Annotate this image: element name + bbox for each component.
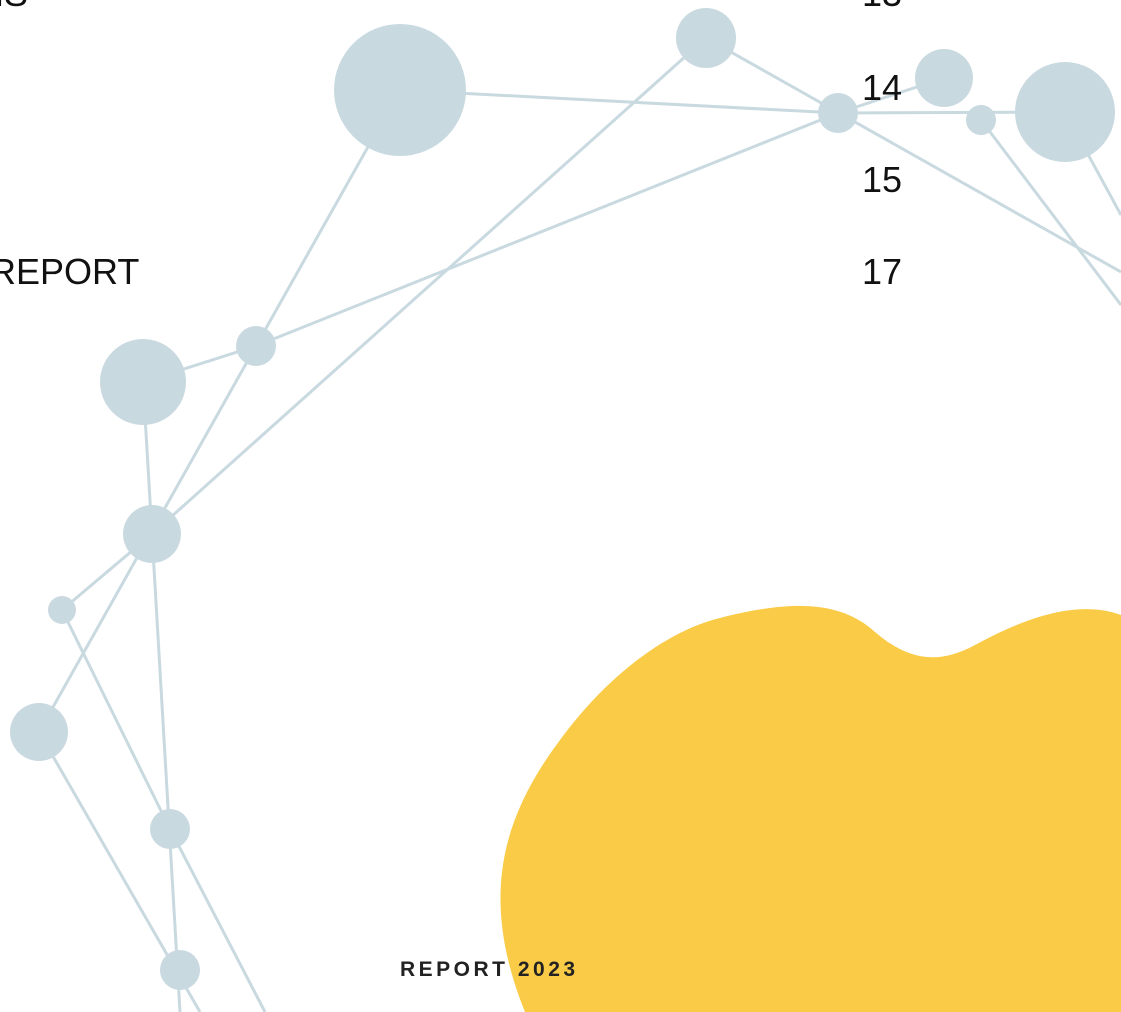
toc-label: REPORT: [0, 251, 140, 292]
toc-page: 13: [862, 0, 902, 12]
network-nodes: [10, 8, 1115, 990]
toc-page: 14: [862, 67, 903, 108]
yellow-blob: [500, 605, 1121, 1012]
heading-fragment: NS: [0, 0, 28, 12]
toc-page: 17: [862, 251, 903, 292]
footer-text: REPORT 2023: [400, 958, 579, 981]
toc-page: 15: [862, 159, 903, 200]
